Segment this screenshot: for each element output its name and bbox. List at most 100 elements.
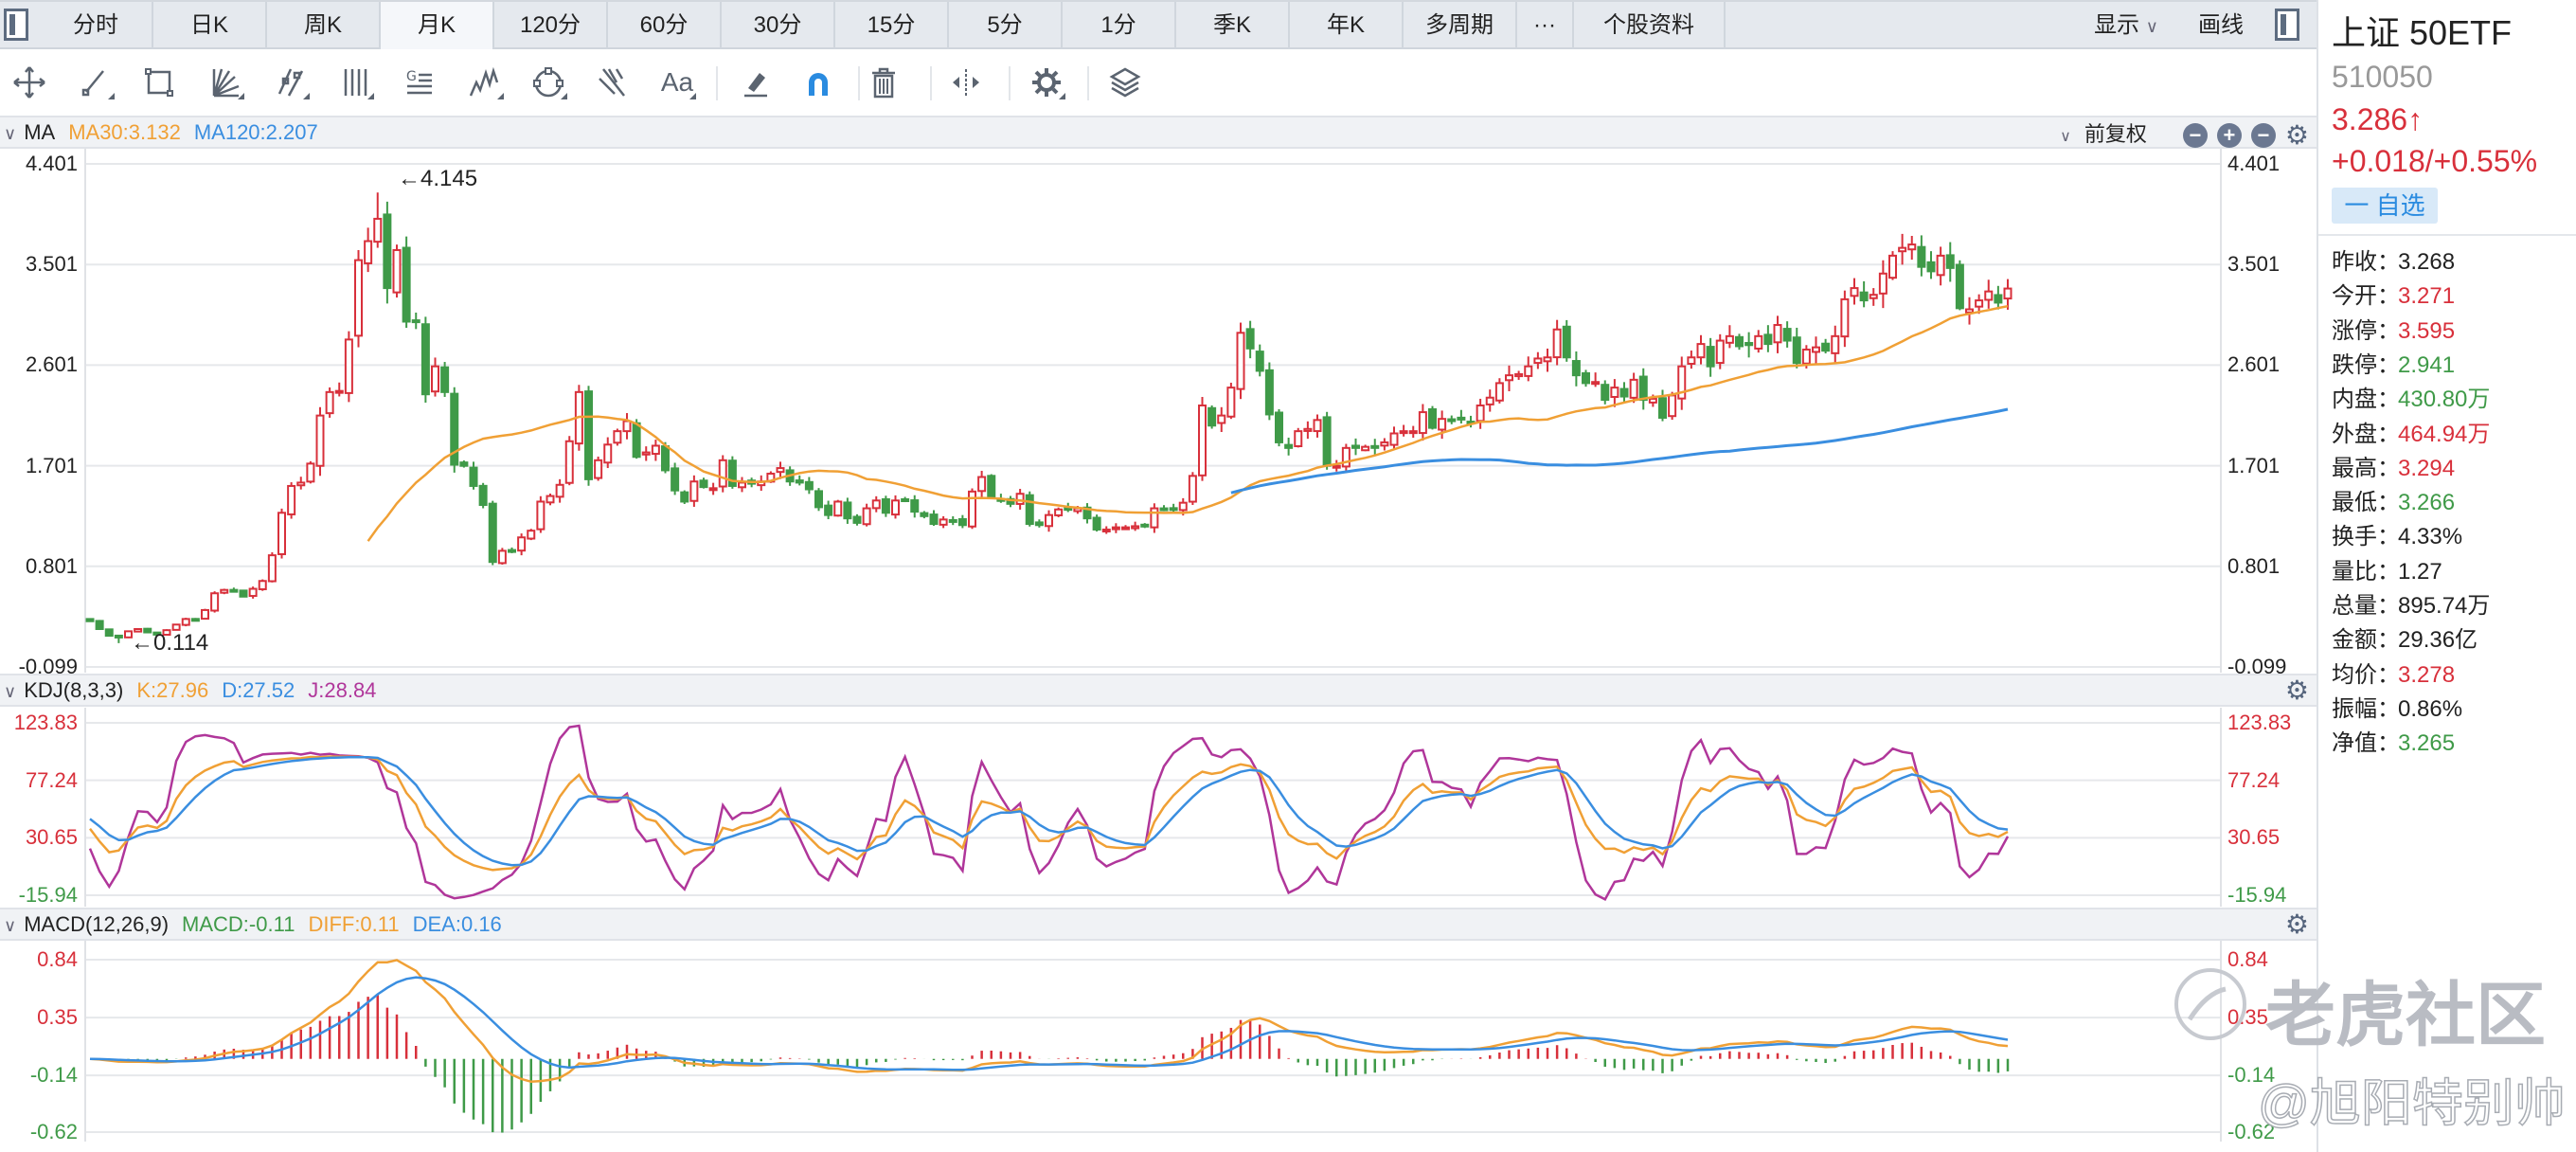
layers-icon[interactable] [1104,63,1146,101]
axis-tick-label: 3.501 [25,252,78,277]
zoom-in-icon[interactable]: + [2216,123,2242,148]
candle-body [1313,419,1322,433]
candle-body [1859,291,1869,302]
axis-tick-label: 30.65 [2227,825,2281,850]
vertical-lines-icon[interactable] [334,63,376,101]
candle-body [334,389,344,394]
trash-icon[interactable] [863,63,904,101]
eraser-icon[interactable] [735,63,777,101]
tab-个股资料[interactable]: 个股资料 [1574,2,1726,49]
tab-月K[interactable]: 月K [381,2,494,49]
candle [977,470,987,499]
candle [968,488,976,530]
candle [814,488,823,512]
remove-watchlist-button[interactable]: 一 自选 [2332,188,2438,224]
candle-body [1524,365,1533,377]
macd-value: MACD:-0.11 [182,912,295,936]
parallel-channel-icon[interactable] [270,63,312,101]
zigzag-icon[interactable] [464,63,506,101]
tab-more[interactable]: ··· [1517,2,1574,49]
gear-icon[interactable]: ⚙ [2284,120,2309,150]
candle [315,406,325,477]
magnet-icon[interactable] [797,63,839,101]
axis-tick-label: 2.601 [2227,352,2281,377]
candle [134,627,143,633]
kline-chart[interactable] [0,0,2317,1152]
tab-周K[interactable]: 周K [267,2,381,49]
stat-row: 涨停：3.595 [2332,317,2455,346]
draw-lines-button[interactable]: 画线 [2198,12,2244,38]
candle-body [229,588,239,593]
minus-icon: 一 [2344,191,2370,220]
candle [306,460,315,484]
candle-body [852,515,862,524]
candle-body [804,480,814,491]
settings-icon[interactable] [1026,63,1067,101]
candle-body [881,497,890,514]
candle-body [1351,444,1360,449]
axis-tick-label: 2.601 [25,352,78,377]
candle [1533,351,1543,369]
candle-body [1476,404,1485,423]
candle-body [201,608,209,621]
line-segment-icon[interactable] [75,63,116,101]
adjust-dropdown[interactable]: ∨ 前复权 [2060,119,2160,152]
tab-120分[interactable]: 120分 [494,2,608,49]
candle [1159,505,1169,512]
axis-tick-label: -15.94 [2227,883,2287,907]
collapse-chevron-icon[interactable]: ∨ [4,916,17,935]
tab-多周期[interactable]: 多周期 [1404,2,1517,49]
candle [334,382,344,397]
gann-icon[interactable]: G [398,63,439,101]
tab-30分[interactable]: 30分 [722,2,835,49]
tab-季K[interactable]: 季K [1176,2,1290,49]
candle-body [584,390,593,480]
axis-tick-label: 123.83 [2227,711,2292,734]
candle [450,387,459,473]
fan-lines-icon[interactable] [205,63,246,101]
tab-1分[interactable]: 1分 [1063,2,1176,49]
candle [622,413,632,440]
candle [1485,389,1494,412]
rectangle-icon[interactable] [138,63,180,101]
text-icon[interactable]: Aa [656,63,698,101]
candle [1735,333,1744,351]
candle-body [354,259,363,337]
candle-body [248,587,258,598]
display-menu-button[interactable]: 显示 ∨ [2074,2,2178,49]
left-panel-toggle-icon[interactable] [4,9,28,41]
gear-icon[interactable]: ⚙ [2284,909,2309,939]
crosshair-move-icon[interactable] [9,63,50,101]
candle [344,331,353,403]
candle [1907,235,1917,261]
tab-年K[interactable]: 年K [1290,2,1404,49]
tab-60分[interactable]: 60分 [608,2,722,49]
candle [152,631,162,636]
candle [929,510,939,527]
candle-body [689,480,699,502]
right-panel-toggle-icon[interactable] [2275,9,2299,41]
candle-body [1696,343,1706,359]
candle-body [968,490,976,528]
candle [1850,278,1859,305]
candle [603,437,613,469]
gear-icon[interactable]: ⚙ [2284,675,2309,705]
pitchfork-icon[interactable] [592,63,634,101]
candle [1131,521,1140,531]
axis-tick-label: 30.65 [25,825,78,850]
circle-icon[interactable] [528,63,569,101]
stat-row: 均价：3.278 [2332,661,2455,690]
collapse-chevron-icon[interactable]: ∨ [4,124,17,143]
tab-日K[interactable]: 日K [153,2,267,49]
candle-body [1638,375,1648,402]
candle [843,497,852,524]
tab-分时[interactable]: 分时 [40,2,153,49]
collapse-chevron-icon[interactable]: ∨ [4,682,17,701]
tab-5分[interactable]: 5分 [949,2,1063,49]
candle [1332,459,1341,472]
compress-icon[interactable] [945,63,987,101]
axis-tick-label: -15.94 [18,883,78,907]
tab-15分[interactable]: 15分 [835,2,949,49]
remove-indicator-icon[interactable]: − [2250,123,2276,148]
zoom-out-icon[interactable]: − [2182,123,2208,148]
